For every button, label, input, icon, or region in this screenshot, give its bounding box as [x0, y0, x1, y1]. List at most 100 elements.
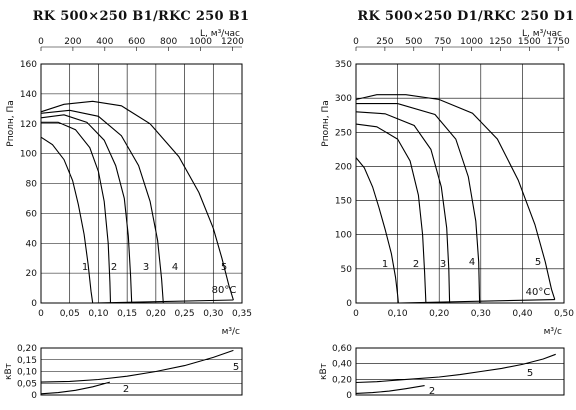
y-tick-label: 40	[26, 239, 38, 249]
power-frame	[40, 347, 243, 396]
power-curve-2	[40, 381, 111, 395]
y-tick-label: 140	[20, 90, 37, 100]
power-frame	[355, 347, 565, 396]
y-tick-label: 150	[335, 197, 352, 207]
x-tick-label: 0,40	[512, 309, 532, 319]
top-tick-label: 400	[96, 37, 113, 47]
y-tick-label: 60	[26, 209, 38, 219]
plot-frame	[40, 63, 243, 304]
curve-label-5: 5	[535, 257, 541, 268]
chart-title: RK 500×250 D1/RKC 250 D1	[357, 9, 574, 24]
curve-4	[356, 103, 481, 304]
power-curve-5	[40, 349, 234, 383]
temperature-label: 40°C	[526, 287, 551, 298]
x-tick-label: 0,10	[88, 309, 108, 319]
curve-2	[41, 121, 112, 304]
curve-label-4: 4	[469, 257, 475, 268]
floor-line	[398, 299, 555, 304]
y-tick-label: 80	[26, 180, 38, 190]
curve-2	[355, 123, 427, 304]
top-tick-label: 1750	[547, 37, 570, 47]
top-tick-label: 250	[376, 37, 393, 47]
x-tick-label: 0,50	[554, 309, 574, 319]
x-tick-label: 0,20	[429, 309, 449, 319]
curve-3	[40, 114, 133, 304]
power-y-tick-label: 0,10	[17, 368, 37, 378]
curve-5	[355, 94, 556, 300]
y-tick-label: 100	[20, 150, 37, 160]
power-y-tick-label: 0,20	[332, 375, 352, 385]
y-tick-label: 0	[346, 299, 352, 309]
curve-label-3: 3	[440, 259, 446, 270]
top-tick-label: 1000	[460, 37, 483, 47]
curve-1	[355, 157, 399, 304]
top-tick-label: 1000	[189, 37, 212, 47]
curve-5	[40, 100, 234, 301]
curve-label-2: 2	[111, 262, 117, 273]
top-tick-label: 750	[434, 37, 451, 47]
power-y-tick-label: 0,60	[332, 344, 352, 354]
power-y-axis-label: кВт	[319, 363, 329, 380]
top-tick-label: 1500	[518, 37, 541, 47]
power-curve-label-5: 5	[527, 368, 533, 379]
top-tick-label: 600	[128, 37, 145, 47]
top-tick-label: 1200	[221, 37, 244, 47]
top-tick-label: 0	[353, 37, 359, 47]
plot-frame	[355, 63, 565, 304]
power-curve-label-2: 2	[123, 384, 129, 395]
y-tick-label: 250	[335, 128, 352, 138]
y-tick-label: 160	[20, 60, 37, 70]
x-tick-label: 0,05	[60, 309, 80, 319]
curve-label-3: 3	[143, 262, 149, 273]
top-axis-label: L, м³/час	[522, 29, 562, 39]
x-tick-label: 0,35	[232, 309, 252, 319]
x-axis-label: м³/с	[544, 327, 562, 337]
power-y-axis-label: кВт	[4, 363, 14, 380]
y-tick-label: 200	[335, 162, 352, 172]
curve-label-1: 1	[82, 262, 88, 273]
x-tick-label: 0,20	[146, 309, 166, 319]
curve-label-1: 1	[382, 259, 388, 270]
top-tick-label: 200	[64, 37, 81, 47]
x-tick-label: 0	[38, 309, 44, 319]
power-curve-5	[355, 353, 556, 384]
x-tick-label: 0,30	[203, 309, 223, 319]
power-y-tick-label: 0,05	[17, 379, 37, 389]
curve-label-5: 5	[221, 262, 227, 273]
power-curve-2	[355, 385, 425, 394]
power-y-tick-label: 0	[346, 391, 352, 401]
curve-1	[40, 136, 94, 304]
chart-title: RK 500×250 B1/RKC 250 B1	[33, 9, 250, 24]
y-axis-label: Pполн, Па	[6, 100, 16, 146]
top-tick-label: 500	[405, 37, 422, 47]
top-tick-label: 800	[160, 37, 177, 47]
x-tick-label: 0,25	[175, 309, 195, 319]
curve-label-2: 2	[413, 259, 419, 270]
y-tick-label: 20	[26, 269, 38, 279]
x-tick-label: 0,10	[388, 309, 408, 319]
power-curve-label-5: 5	[233, 362, 239, 373]
power-y-tick-label: 0,40	[332, 360, 352, 370]
curve-3	[355, 111, 451, 304]
y-tick-label: 0	[31, 299, 37, 309]
power-y-tick-label: 0	[31, 391, 37, 401]
y-tick-label: 120	[20, 120, 37, 130]
top-axis-label: L, м³/час	[200, 29, 240, 39]
y-tick-label: 50	[341, 265, 353, 275]
power-curve-label-2: 2	[429, 386, 435, 397]
y-tick-label: 100	[335, 231, 352, 241]
floor-line	[92, 299, 234, 304]
y-tick-label: 300	[335, 94, 352, 104]
x-tick-label: 0,15	[117, 309, 137, 319]
top-tick-label: 0	[38, 37, 44, 47]
x-tick-label: 0,30	[471, 309, 491, 319]
power-y-tick-label: 0,20	[17, 344, 37, 354]
x-axis-label: м³/с	[222, 327, 240, 337]
curve-label-4: 4	[172, 262, 178, 273]
curve-4	[40, 109, 164, 304]
power-y-tick-label: 0,15	[17, 356, 37, 366]
x-tick-label: 0	[353, 309, 359, 319]
temperature-label: 80°C	[212, 285, 237, 296]
top-tick-label: 1250	[489, 37, 512, 47]
y-axis-label: Pполн, Па	[321, 100, 331, 146]
